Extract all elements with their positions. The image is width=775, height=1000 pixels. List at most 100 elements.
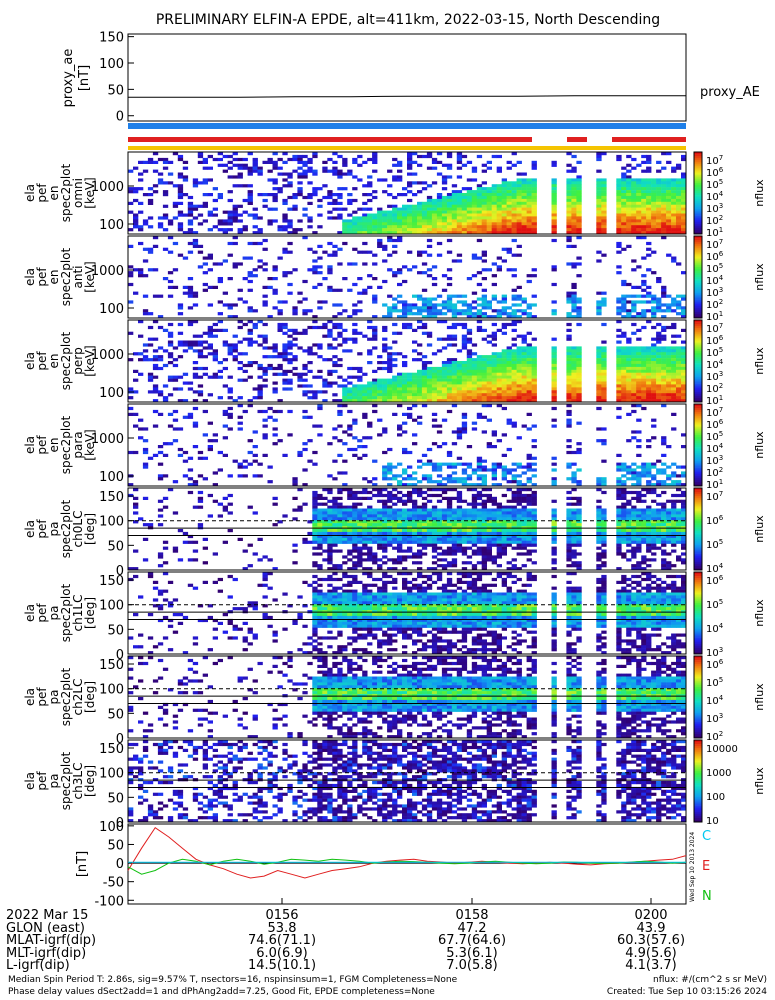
spectrogram-cell	[616, 265, 622, 269]
spectrogram-cell	[182, 531, 189, 536]
spectrogram-cell	[282, 228, 288, 232]
spectrogram-cell	[661, 352, 667, 356]
spectrogram-cell	[392, 358, 398, 362]
spectrogram-cell	[387, 529, 393, 533]
spectrogram-cell	[431, 213, 438, 217]
spectrogram-cell	[551, 375, 557, 379]
spectrogram-cell	[551, 190, 557, 194]
spectrogram-cell	[417, 190, 423, 194]
spectrogram-cell	[671, 375, 677, 379]
spectrogram-cell	[671, 387, 677, 391]
spectrogram-cell	[431, 442, 438, 446]
spectrogram-cell	[656, 201, 662, 205]
spectrogram-cell	[192, 343, 199, 347]
spectrogram-cell	[506, 418, 512, 422]
spectrogram-cell	[631, 346, 637, 350]
spectrogram-cell	[312, 462, 318, 466]
spectrogram-cell	[511, 369, 517, 373]
spectrogram-cell	[352, 508, 358, 512]
spectrogram-cell	[242, 459, 248, 463]
spectrogram-cell	[661, 453, 667, 457]
spectrogram-cell	[242, 409, 248, 414]
spectrogram-cell	[317, 564, 323, 568]
spectrogram-cell	[441, 163, 448, 167]
spectrogram-cell	[397, 315, 403, 319]
spectrogram-cell	[511, 462, 517, 466]
spectrogram-cell	[656, 309, 662, 313]
spectrogram-cell	[192, 558, 199, 562]
spectrogram-cell	[312, 390, 318, 394]
spectrogram-cell	[491, 322, 497, 327]
spectrogram-cell	[407, 268, 413, 272]
spectrogram-cell	[302, 160, 308, 164]
colorbar-cell	[694, 170, 702, 173]
spectrogram-cell	[392, 514, 398, 518]
spectrogram-cell	[337, 496, 343, 500]
spectrogram-cell	[511, 216, 517, 220]
spectrogram-cell	[367, 552, 373, 556]
spectrogram-cell	[446, 268, 453, 272]
spectrogram-cell	[631, 315, 637, 319]
spectrogram-cell	[666, 372, 672, 376]
spectrogram-cell	[466, 178, 473, 182]
spectrogram-cell	[277, 322, 283, 327]
spectrogram-cell	[207, 445, 213, 449]
spectrogram-cell	[441, 393, 448, 397]
spectrogram-cell	[641, 282, 647, 287]
spectrogram-cell	[516, 178, 522, 182]
spectrogram-cell	[287, 433, 293, 437]
spectrogram-cell	[372, 297, 378, 301]
spectrogram-cell	[282, 160, 288, 164]
spectrogram-cell	[511, 294, 517, 298]
spectrogram-cell	[501, 378, 507, 382]
spectrogram-cell	[666, 387, 672, 391]
spectrogram-cell	[436, 462, 443, 466]
spectrogram-cell	[621, 393, 627, 397]
spectrogram-cell	[631, 352, 637, 356]
spectrogram-cell	[342, 384, 348, 388]
spectrogram-cell	[451, 259, 458, 263]
spectrogram-cell	[302, 172, 308, 176]
spectrogram-cell	[412, 204, 418, 208]
colorbar-frame	[693, 151, 703, 235]
spectrogram-cell	[426, 462, 433, 466]
spectrogram-cell	[172, 358, 179, 362]
spectrogram-cell	[641, 381, 647, 385]
spectrogram-cell	[407, 483, 413, 487]
spectrogram-cell	[347, 529, 353, 533]
spectrogram-cell	[332, 459, 338, 463]
spectrogram-cell	[446, 505, 453, 509]
spectrogram-cell	[441, 361, 448, 365]
spectrogram-cell	[656, 169, 662, 173]
spectrogram-cell	[661, 193, 667, 197]
spectrogram-cell	[646, 195, 652, 200]
spectrogram-cell	[626, 477, 632, 481]
colorbar-tick-label: 101	[706, 478, 723, 491]
spectrogram-cell	[526, 181, 532, 185]
spectrogram-cell	[133, 291, 139, 295]
spectrogram-cell	[357, 529, 363, 533]
spectrogram-cell	[671, 399, 677, 403]
spectrogram-cell	[297, 187, 303, 191]
spectrogram-cell	[172, 241, 179, 246]
spectrogram-cell	[461, 372, 468, 376]
spectrogram-cell	[446, 477, 453, 481]
spectrogram-cell	[566, 198, 572, 203]
spectrogram-cell	[372, 225, 378, 229]
spectrogram-cell	[626, 195, 632, 200]
spectrogram-cell	[571, 390, 577, 394]
spectrogram-cell	[431, 468, 438, 472]
spectrogram-cell	[392, 496, 398, 500]
spectrogram-cell	[287, 409, 293, 414]
spectrogram-cell	[157, 445, 164, 449]
spectrogram-cell	[456, 462, 463, 466]
spectrogram-cell	[392, 520, 398, 524]
spectrogram-cell	[456, 175, 463, 179]
spectrogram-cell	[481, 387, 487, 391]
spectrogram-cell	[342, 241, 348, 246]
spectrogram-cell	[133, 198, 139, 203]
spectrogram-cell	[661, 483, 667, 487]
spectrogram-cell	[352, 418, 358, 422]
spectrogram-cell	[676, 312, 682, 316]
spectrogram-cell	[142, 349, 149, 353]
